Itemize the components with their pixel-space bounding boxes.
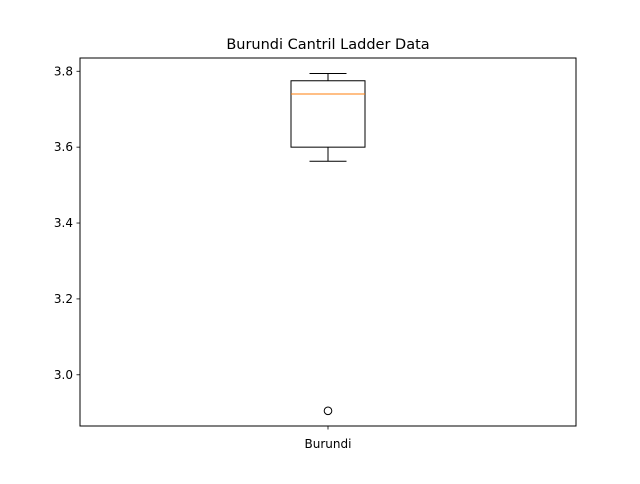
outlier-point xyxy=(323,406,333,416)
x-tick-label: Burundi xyxy=(305,437,352,451)
plot-area xyxy=(290,73,366,416)
y-tick-label: 3.6 xyxy=(54,140,73,154)
box-iqr xyxy=(290,80,366,148)
chart-title: Burundi Cantril Ladder Data xyxy=(226,37,429,53)
plot-frame xyxy=(79,57,577,427)
box-group xyxy=(290,73,366,416)
y-tick-label: 3.2 xyxy=(54,292,73,306)
y-tick-label: 3.8 xyxy=(54,64,73,78)
y-tick-label: 3.4 xyxy=(54,216,73,230)
y-axis: 3.0 3.2 3.4 3.6 3.8 xyxy=(54,64,80,382)
x-axis: Burundi xyxy=(305,426,352,451)
y-tick-label: 3.0 xyxy=(54,368,73,382)
